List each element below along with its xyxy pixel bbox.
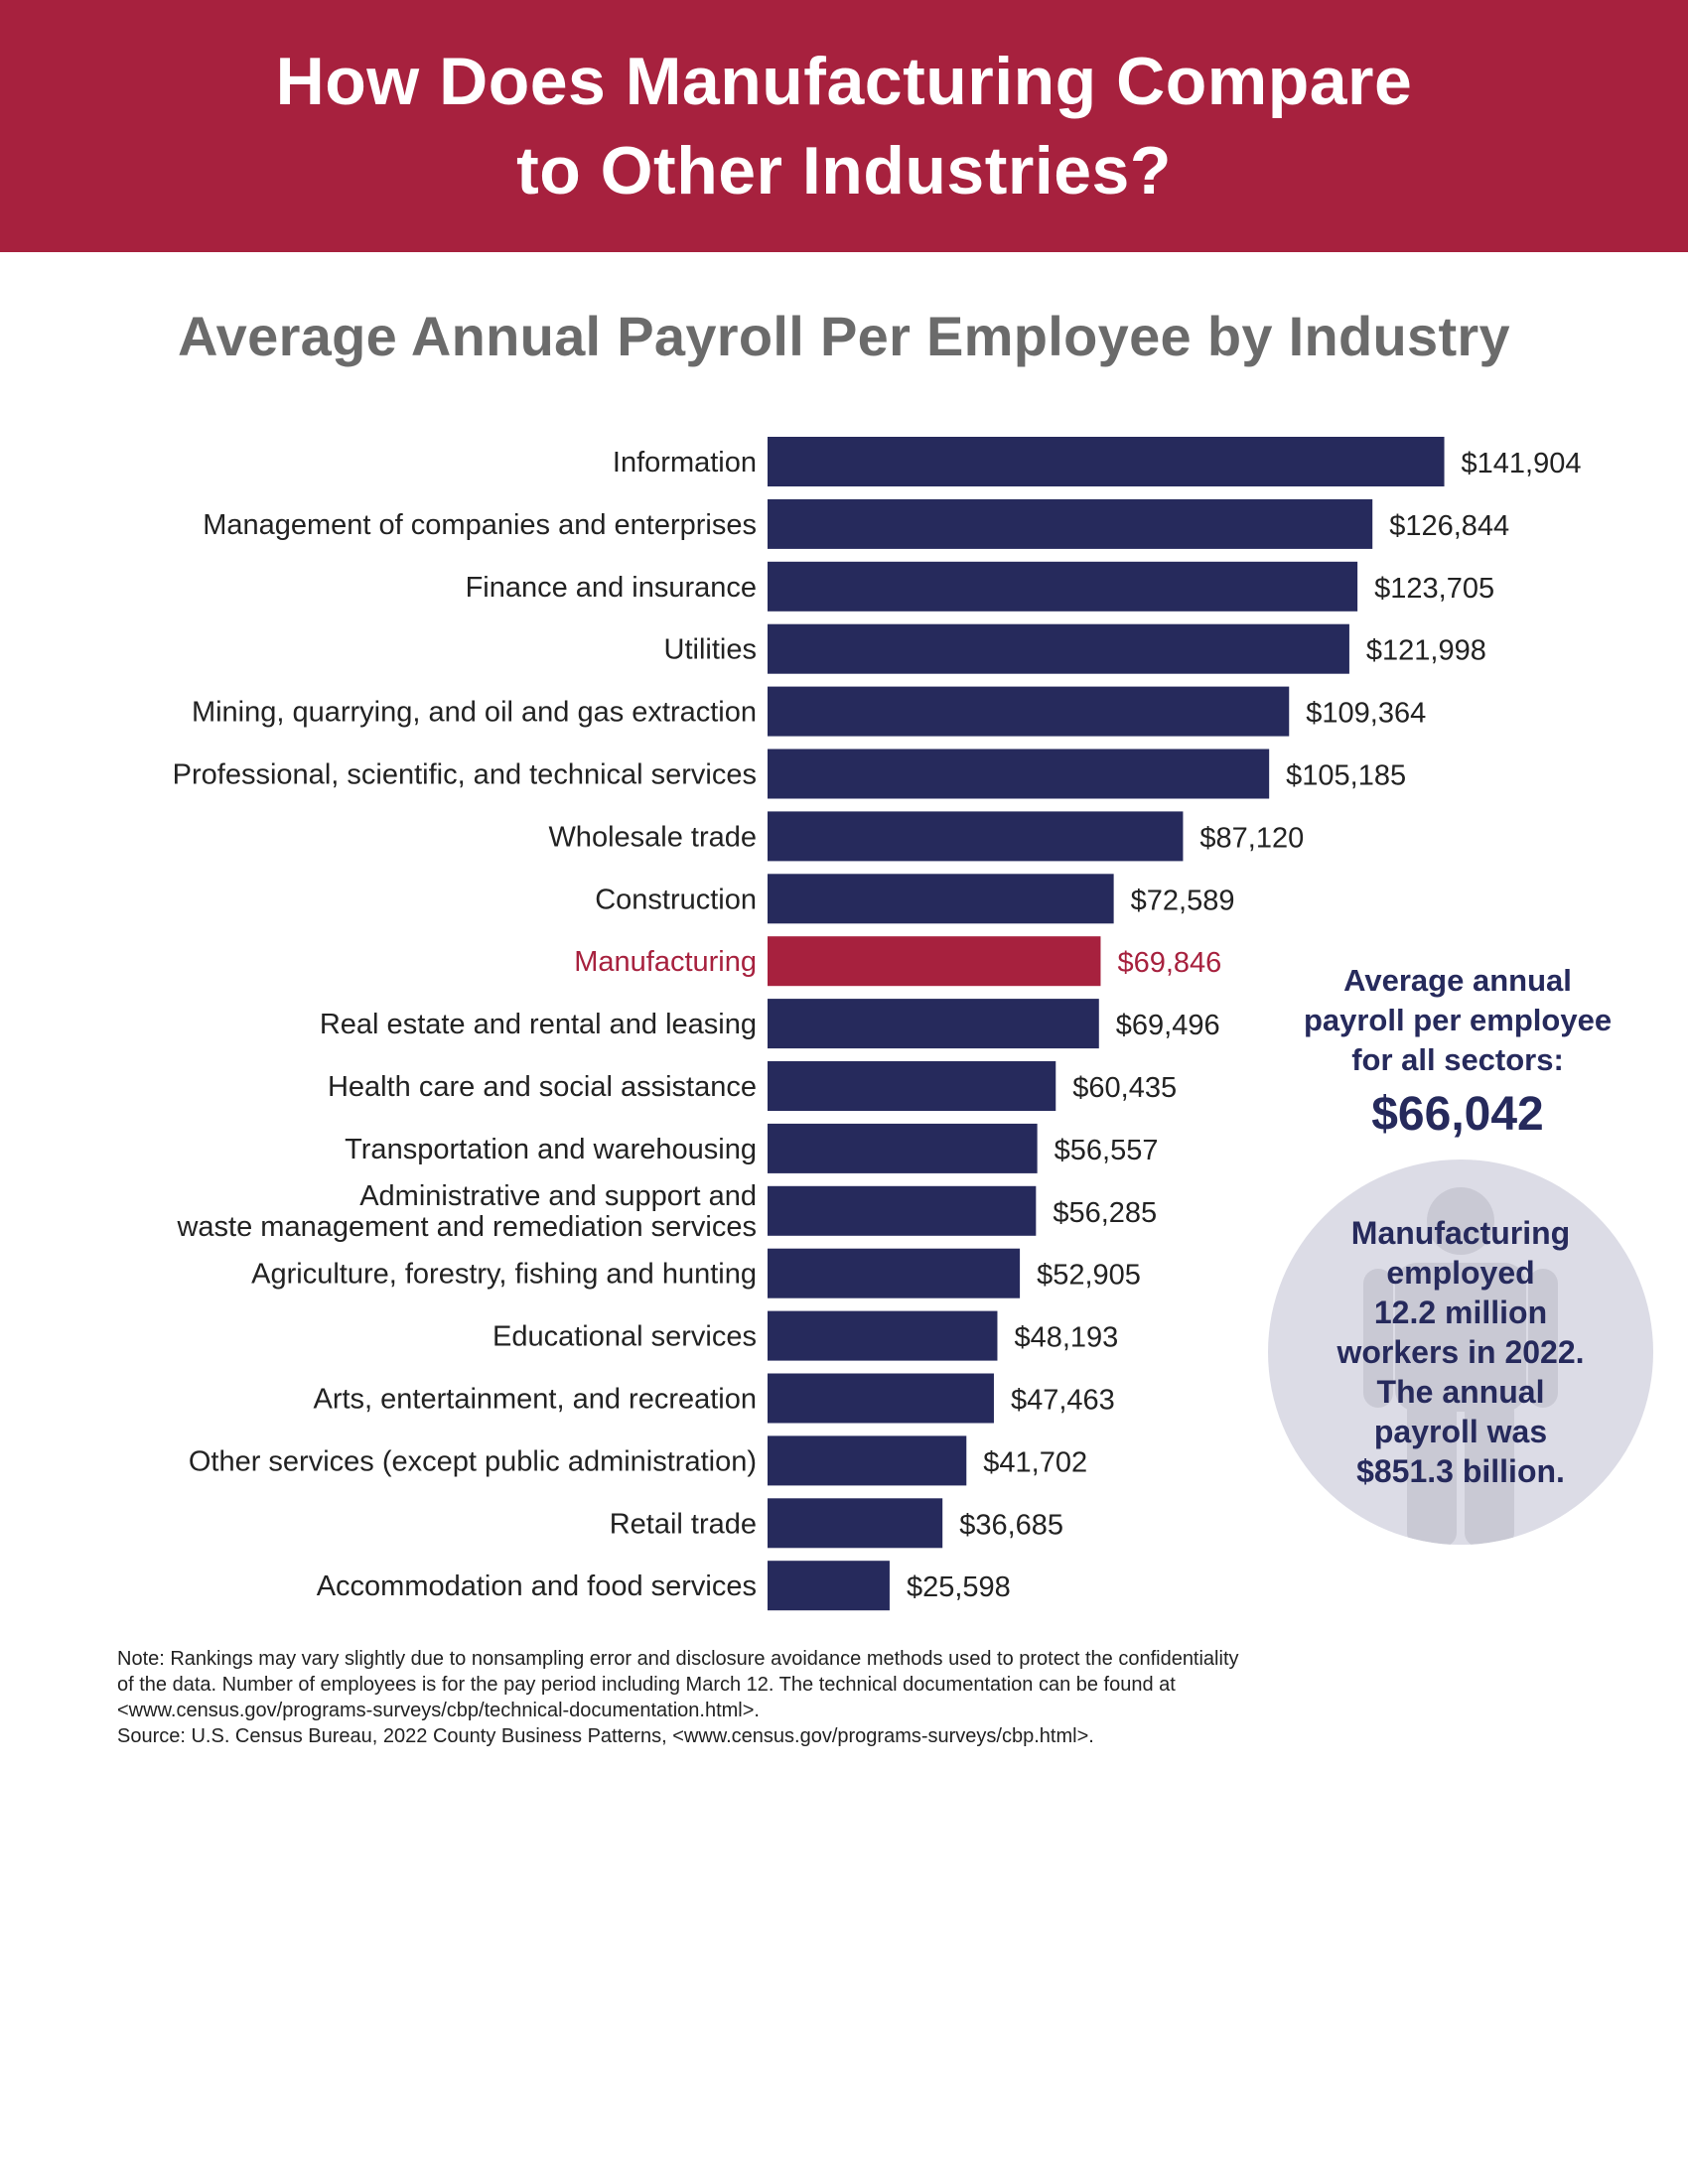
category-label: Retail trade — [610, 1508, 757, 1540]
category-label: Accommodation and food services — [317, 1570, 757, 1602]
callout-line-1: Average annual — [1343, 963, 1572, 998]
bar-chart: Information $141,904 Management of compani… — [173, 437, 1582, 1611]
note-line-1: Note: Rankings may vary slightly due to … — [117, 1648, 1239, 1670]
page-title-line-1: How Does Manufacturing Compare — [275, 44, 1413, 119]
source-line: Source: U.S. Census Bureau, 2022 County … — [117, 1725, 1094, 1747]
value-label: $56,285 — [1053, 1197, 1157, 1229]
bar — [768, 1435, 967, 1486]
value-label: $87,120 — [1199, 822, 1304, 854]
category-label: Health care and social assistance — [328, 1071, 757, 1103]
category-label: Educational services — [492, 1321, 757, 1353]
circle-text: Manufacturing employed 12.2 million workers… — [1268, 1213, 1653, 1491]
value-label: $47,463 — [1011, 1385, 1115, 1417]
callout-line-2: payroll per employee — [1303, 1003, 1613, 1037]
circle-text-line: payroll was — [1373, 1414, 1548, 1449]
circle-text-line: workers in 2022. — [1336, 1334, 1585, 1370]
bar — [768, 1373, 994, 1424]
category-label: Finance and insurance — [466, 572, 757, 604]
bar — [768, 749, 1270, 799]
bar — [768, 936, 1101, 987]
callout-line-3: for all sectors: — [1351, 1042, 1564, 1077]
category-label: Management of companies and enterprises — [203, 509, 757, 541]
bar — [768, 437, 1445, 486]
category-label: Information — [613, 447, 757, 478]
value-label: $123,705 — [1374, 573, 1494, 605]
bar — [768, 686, 1290, 737]
category-label: Administrative and support and waste mana… — [176, 1180, 757, 1243]
average-payroll-callout: Average annual payroll per employee for … — [1259, 961, 1656, 1080]
value-label: $105,185 — [1286, 760, 1406, 792]
bar — [768, 498, 1373, 549]
callout-value: $66,042 — [1371, 1088, 1544, 1141]
bar — [768, 623, 1349, 674]
value-label: $56,557 — [1055, 1135, 1159, 1166]
category-label: Arts, entertainment, and recreation — [313, 1384, 757, 1416]
category-label: Agriculture, forestry, fishing and hunti… — [251, 1259, 757, 1291]
category-label: Real estate and rental and leasing — [320, 1009, 757, 1040]
value-label: $25,598 — [907, 1571, 1011, 1603]
note-line-2: of the data. Number of employees is for … — [117, 1674, 1176, 1696]
value-label: $36,685 — [959, 1509, 1063, 1541]
value-label: $141,904 — [1462, 448, 1582, 479]
value-label: $60,435 — [1072, 1072, 1177, 1104]
value-label: $41,702 — [983, 1446, 1087, 1478]
category-label: Utilities — [664, 634, 757, 666]
bar — [768, 1185, 1037, 1236]
category-label: Professional, scientific, and technical … — [173, 759, 757, 791]
value-label: $121,998 — [1366, 635, 1486, 667]
bar — [768, 1561, 890, 1611]
category-label: Construction — [595, 884, 757, 915]
manufacturing-employment-circle: Manufacturing employed 12.2 million workers… — [1268, 1160, 1653, 1545]
value-label: $69,846 — [1117, 947, 1221, 979]
bar — [768, 1498, 943, 1549]
bar — [768, 1061, 1056, 1111]
value-label: $109,364 — [1306, 698, 1426, 730]
category-label: Mining, quarrying, and oil and gas extra… — [192, 697, 757, 729]
person-silhouette-icon — [1363, 1187, 1558, 1545]
category-label: Transportation and warehousing — [345, 1134, 757, 1165]
value-label: $52,905 — [1037, 1260, 1141, 1292]
footnote: Note: Rankings may vary slightly due to … — [117, 1646, 1587, 1749]
bar — [768, 561, 1358, 612]
chart-title: Average Annual Payroll Per Employee by I… — [178, 305, 1510, 367]
title-banner: How Does Manufacturing Compare to Other … — [0, 0, 1688, 252]
value-label: $69,496 — [1116, 1010, 1220, 1041]
category-label: Other services (except public administra… — [189, 1445, 757, 1477]
bar — [768, 999, 1099, 1049]
bar — [768, 1123, 1038, 1173]
bar — [768, 874, 1114, 924]
circle-text-line: The annual — [1376, 1374, 1545, 1410]
bar — [768, 1248, 1021, 1298]
bar — [768, 1310, 998, 1361]
category-label: Wholesale trade — [548, 821, 757, 853]
bar — [768, 811, 1184, 862]
circle-text-line: 12.2 million — [1373, 1295, 1548, 1330]
category-label: Manufacturing — [574, 946, 757, 978]
circle-text-line: $851.3 billion. — [1356, 1453, 1565, 1489]
page-title-line-2: to Other Industries? — [516, 133, 1172, 208]
value-label: $126,844 — [1389, 510, 1509, 542]
note-line-3: <www.census.gov/programs-surveys/cbp/tec… — [117, 1700, 760, 1721]
circle-text-line: Manufacturing — [1350, 1215, 1571, 1251]
value-label: $72,589 — [1131, 885, 1235, 916]
value-label: $48,193 — [1014, 1322, 1118, 1354]
circle-text-line: employed — [1386, 1255, 1535, 1291]
